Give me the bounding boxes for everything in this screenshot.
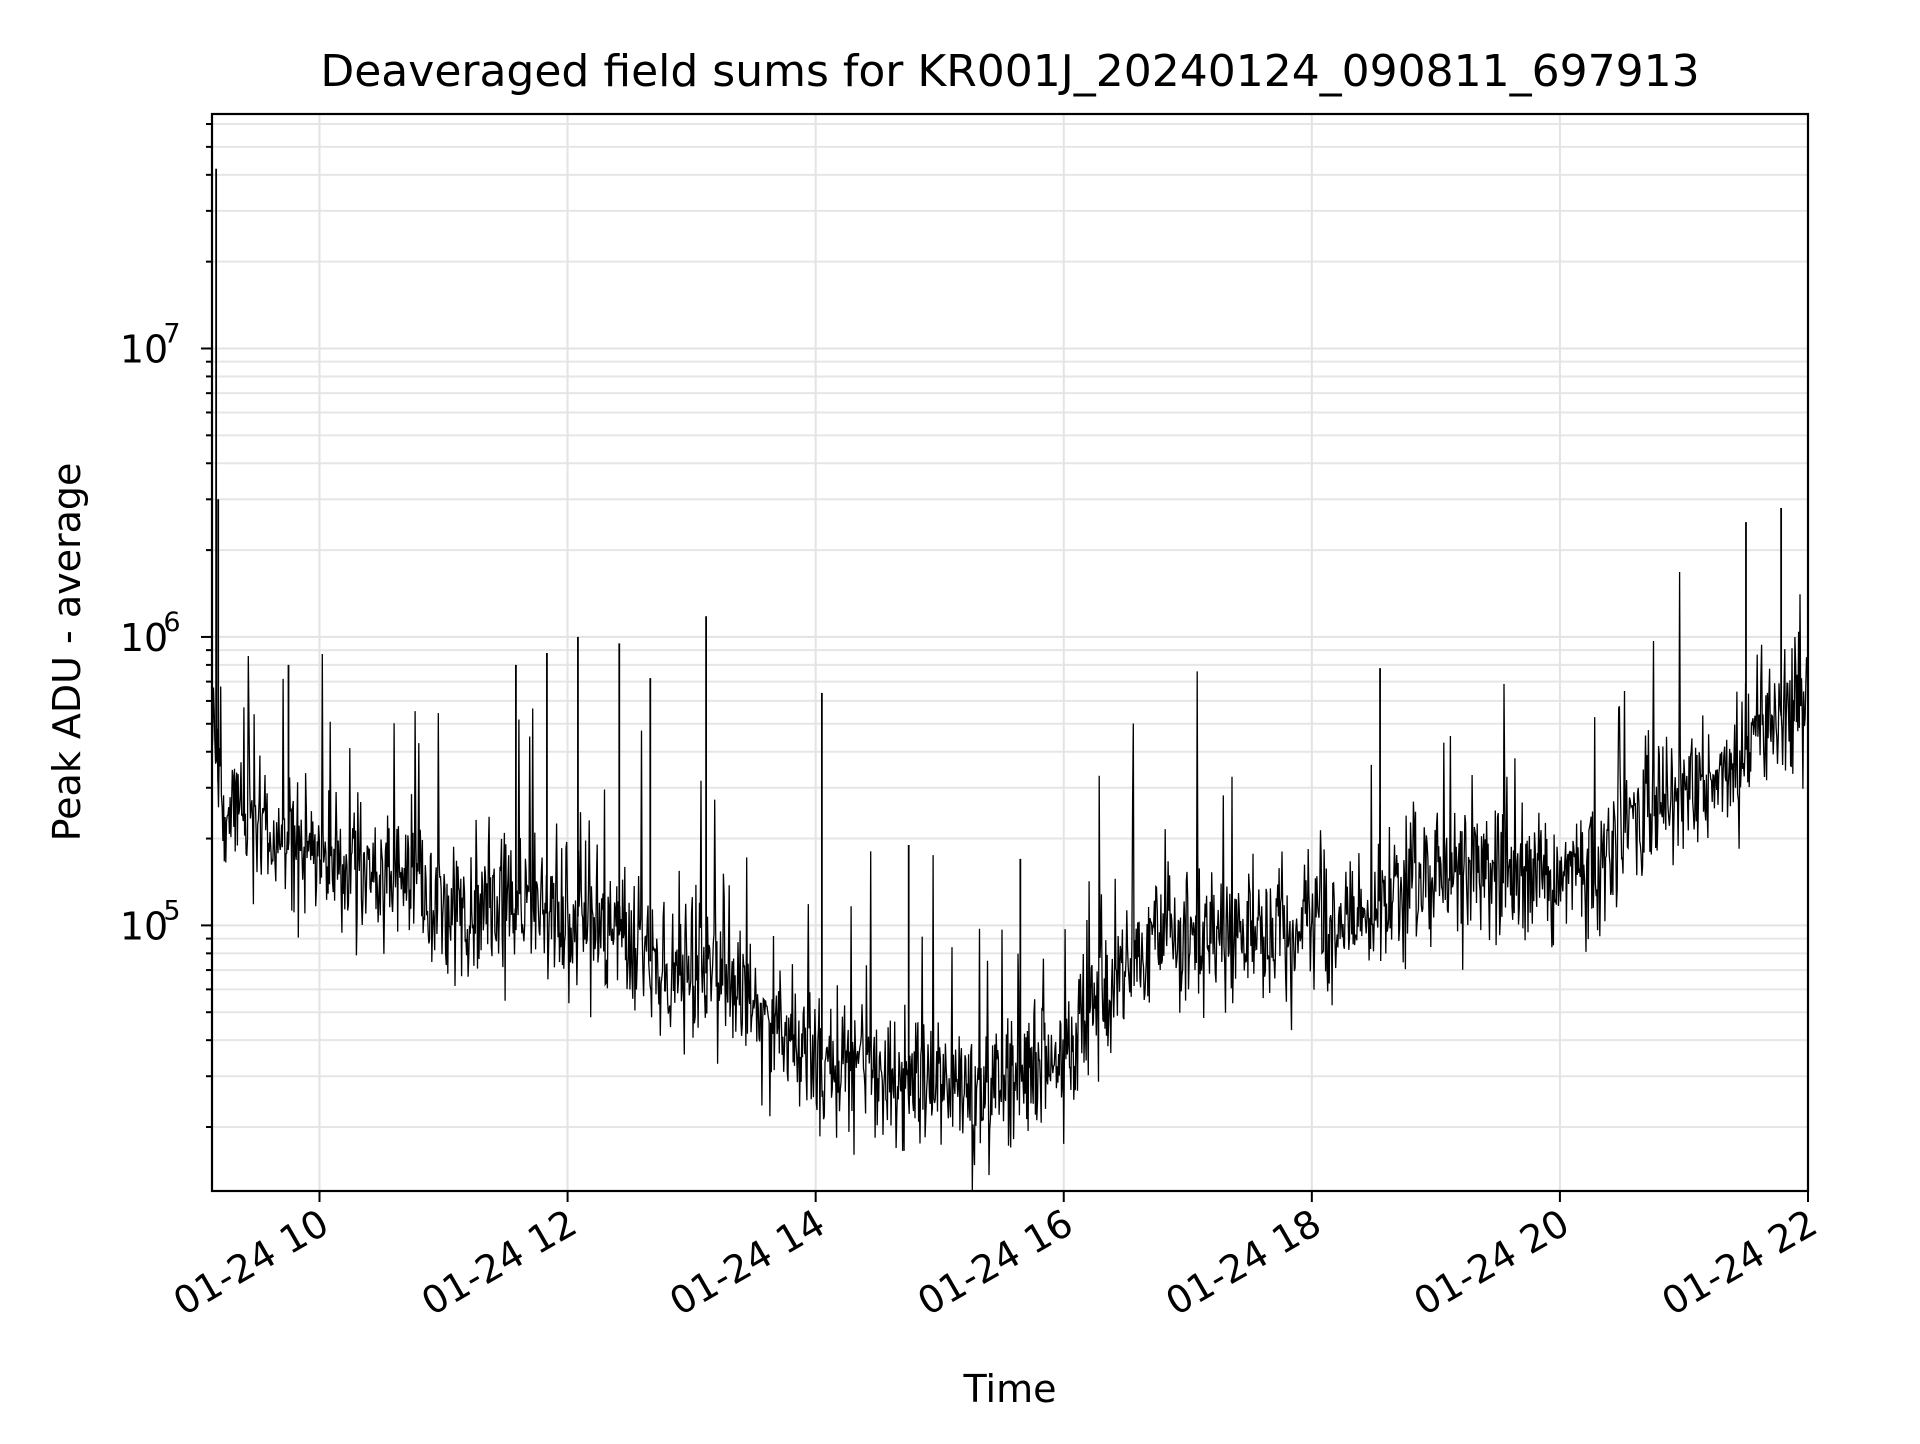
y-tick-label-base: 10	[120, 616, 168, 660]
series-layer	[211, 168, 1809, 1192]
y-axis-label: Peak ADU - average	[45, 463, 89, 842]
y-tick-label-base: 10	[120, 327, 168, 371]
y-tick-label-exponent: 6	[163, 607, 180, 638]
y-tick-label-base: 10	[120, 904, 168, 948]
grid-layer	[212, 114, 1809, 1191]
y-tick-label-exponent: 5	[163, 895, 180, 926]
chart-title: Deaveraged field sums for KR001J_2024012…	[320, 46, 1699, 97]
plot-frame	[210, 112, 1810, 1193]
series-line	[211, 571, 1809, 1192]
x-axis-label: Time	[963, 1367, 1057, 1411]
y-tick-label-exponent: 7	[163, 318, 180, 349]
